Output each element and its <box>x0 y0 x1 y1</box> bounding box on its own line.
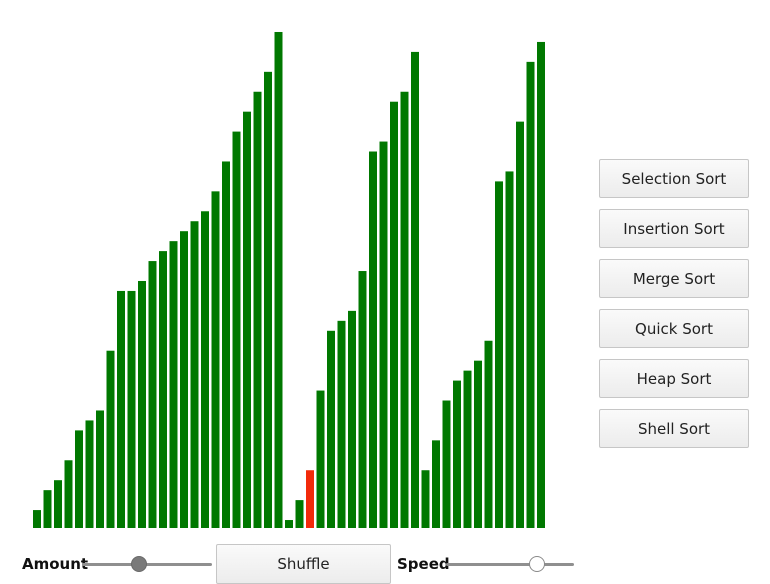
bar-38 <box>432 440 440 528</box>
shuffle-button[interactable]: Shuffle <box>216 544 391 584</box>
bar-1 <box>43 490 52 528</box>
heap-sort-button[interactable]: Heap Sort <box>599 359 749 398</box>
bar-4 <box>75 430 83 528</box>
shell-sort-button[interactable]: Shell Sort <box>599 409 749 448</box>
sort-algorithm-panel: Selection Sort Insertion Sort Merge Sort… <box>599 159 749 459</box>
bar-24 <box>285 520 293 528</box>
bar-35 <box>400 91 409 528</box>
bar-32 <box>369 151 377 528</box>
merge-sort-button[interactable]: Merge Sort <box>599 259 749 298</box>
amount-slider-thumb[interactable] <box>131 556 148 572</box>
bar-13 <box>169 241 178 528</box>
bar-45 <box>505 171 514 528</box>
insertion-sort-button[interactable]: Insertion Sort <box>599 209 749 248</box>
bar-0 <box>33 510 41 528</box>
bar-39 <box>442 400 451 528</box>
bar-48 <box>537 41 545 528</box>
bar-6 <box>96 410 104 528</box>
bar-27 <box>316 390 325 528</box>
bar-41 <box>463 370 472 528</box>
bar-17 <box>211 191 220 528</box>
amount-slider[interactable] <box>82 556 212 572</box>
bar-31 <box>358 271 367 528</box>
bar-26 <box>306 470 314 528</box>
bar-36 <box>411 51 419 528</box>
bar-44 <box>495 181 503 528</box>
bar-46 <box>516 121 524 528</box>
speed-slider-track[interactable] <box>446 563 574 566</box>
bar-7 <box>106 350 115 528</box>
bar-34 <box>390 101 398 529</box>
quick-sort-button[interactable]: Quick Sort <box>599 309 749 348</box>
amount-label: Amount <box>22 555 89 573</box>
bar-25 <box>295 500 304 528</box>
bar-37 <box>421 470 430 528</box>
bar-11 <box>148 261 157 528</box>
bar-8 <box>117 290 125 528</box>
bar-visualization <box>33 31 545 529</box>
bar-9 <box>127 290 136 528</box>
bar-23 <box>274 31 283 529</box>
bar-40 <box>453 380 461 528</box>
bar-2 <box>54 480 62 528</box>
bar-12 <box>159 251 167 529</box>
bar-10 <box>138 280 146 528</box>
bar-19 <box>232 131 241 528</box>
bar-28 <box>327 330 335 528</box>
amount-slider-track[interactable] <box>82 563 212 566</box>
bar-30 <box>348 310 356 528</box>
speed-label: Speed <box>397 555 450 573</box>
bar-22 <box>264 71 272 528</box>
bar-33 <box>379 141 388 529</box>
bar-3 <box>64 460 73 528</box>
bar-42 <box>474 360 482 528</box>
bar-47 <box>526 61 535 529</box>
bar-20 <box>243 111 251 529</box>
bar-21 <box>253 91 262 528</box>
selection-sort-button[interactable]: Selection Sort <box>599 159 749 198</box>
bar-18 <box>222 161 230 528</box>
bar-15 <box>190 221 199 529</box>
bar-43 <box>484 340 493 528</box>
bar-14 <box>180 231 188 528</box>
bar-29 <box>337 320 346 528</box>
bar-16 <box>201 211 209 528</box>
bar-5 <box>85 420 94 528</box>
speed-slider[interactable] <box>446 556 574 572</box>
speed-slider-thumb[interactable] <box>528 556 545 572</box>
